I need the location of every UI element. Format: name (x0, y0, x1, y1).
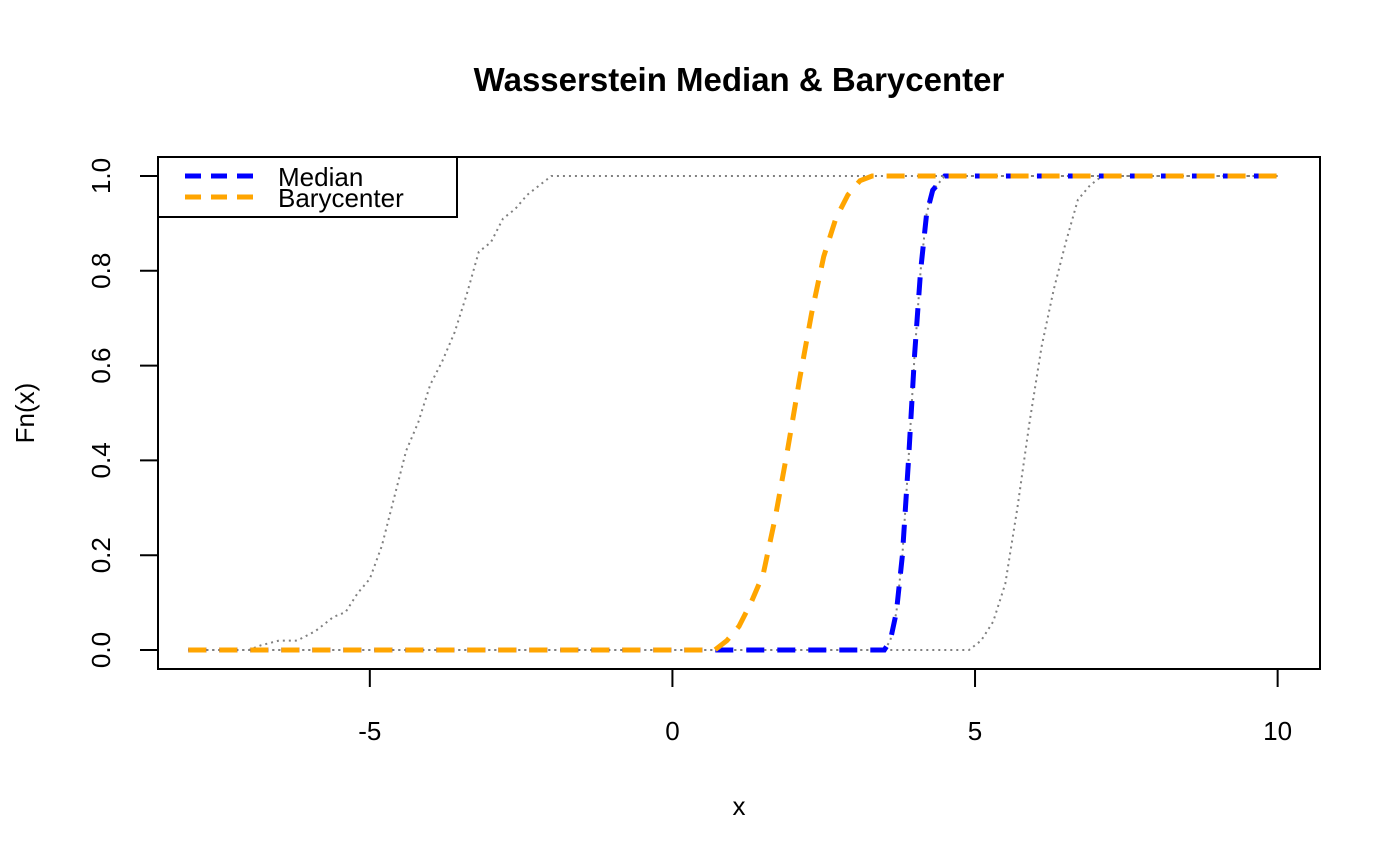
input-distribution-line-3 (188, 175, 1278, 651)
plot-area (188, 173, 1278, 653)
series-line-median (188, 173, 1278, 653)
x-axis-label: x (733, 791, 746, 821)
y-tick-label: 0.6 (86, 348, 116, 384)
y-tick-label: 0.2 (86, 537, 116, 573)
x-axis: -5 0 5 10 (358, 668, 1292, 746)
legend-label-barycenter: Barycenter (278, 183, 404, 213)
input-distribution-line-1 (188, 175, 1278, 651)
legend-box (157, 156, 458, 218)
x-tick-label: -5 (358, 716, 381, 746)
series-line-barycenter (188, 173, 1278, 653)
legend-label-median: Median (278, 162, 363, 192)
x-tick-label: 0 (665, 716, 679, 746)
x-tick-label: 10 (1263, 716, 1292, 746)
chart-title: Wasserstein Median & Barycenter (474, 61, 1005, 98)
plot-frame (157, 156, 1321, 670)
y-axis: 0.0 0.2 0.4 0.6 0.8 1.0 (86, 158, 159, 668)
y-tick-label: 0.4 (86, 442, 116, 478)
y-axis-label: Fn(x) (10, 383, 40, 444)
x-tick-label: 5 (968, 716, 982, 746)
y-tick-label: 0.0 (86, 632, 116, 668)
y-tick-label: 0.8 (86, 253, 116, 289)
input-distribution-line-2 (188, 175, 1278, 651)
y-tick-label: 1.0 (86, 158, 116, 194)
legend: Median Barycenter (157, 156, 458, 218)
